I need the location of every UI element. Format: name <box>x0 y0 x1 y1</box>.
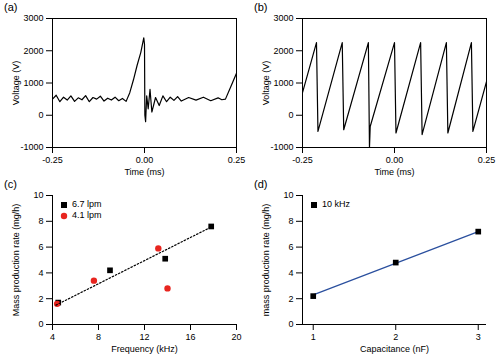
svg-text:4: 4 <box>50 332 55 342</box>
svg-text:10: 10 <box>33 190 43 200</box>
svg-text:0: 0 <box>288 319 293 329</box>
svg-text:Voltage (V): Voltage (V) <box>261 61 271 106</box>
html-text:(c): (c) <box>4 178 17 190</box>
svg-text:0.25: 0.25 <box>478 155 496 165</box>
svg-text:2000: 2000 <box>23 46 43 56</box>
svg-text:12: 12 <box>139 332 149 342</box>
svg-text:2: 2 <box>288 294 293 304</box>
svg-text:10: 10 <box>283 190 293 200</box>
svg-text:0.00: 0.00 <box>386 155 404 165</box>
svg-text:0.25: 0.25 <box>228 155 246 165</box>
svg-text:0: 0 <box>38 319 43 329</box>
svg-text:Voltage (V): Voltage (V) <box>11 61 21 106</box>
svg-text:0: 0 <box>38 110 43 120</box>
svg-text:2: 2 <box>38 294 43 304</box>
svg-text:3: 3 <box>476 332 481 342</box>
svg-text:Mass production rate (mg/h): Mass production rate (mg/h) <box>11 204 21 317</box>
svg-text:4: 4 <box>288 268 293 278</box>
svg-text:Frequency (kHz): Frequency (kHz) <box>111 344 178 354</box>
svg-text:2: 2 <box>393 332 398 342</box>
svg-text:0: 0 <box>288 110 293 120</box>
svg-text:-0.25: -0.25 <box>42 155 63 165</box>
svg-text:-1000: -1000 <box>270 142 293 152</box>
svg-text:8: 8 <box>38 216 43 226</box>
svg-text:-0.25: -0.25 <box>292 155 313 165</box>
svg-text:1000: 1000 <box>273 78 293 88</box>
svg-text:16: 16 <box>185 332 195 342</box>
html-text:6.7 lpm: 6.7 lpm <box>72 199 102 209</box>
svg-text:8: 8 <box>288 216 293 226</box>
svg-text:3000: 3000 <box>23 13 43 23</box>
html-text:10 kHz: 10 kHz <box>322 199 350 209</box>
svg-text:mass production rate (mg/h): mass production rate (mg/h) <box>261 204 271 317</box>
svg-text:6: 6 <box>38 242 43 252</box>
html-text:(b): (b) <box>254 1 268 13</box>
svg-text:20: 20 <box>231 332 241 342</box>
svg-text:8: 8 <box>96 332 101 342</box>
svg-text:2000: 2000 <box>273 46 293 56</box>
svg-text:Capacitance (nF): Capacitance (nF) <box>360 344 429 354</box>
html-text:(d): (d) <box>254 178 268 190</box>
html-text:4.1 lpm: 4.1 lpm <box>72 210 102 220</box>
svg-text:Time (ms): Time (ms) <box>124 167 164 177</box>
svg-text:Time (ms): Time (ms) <box>374 167 414 177</box>
svg-text:1000: 1000 <box>23 78 43 88</box>
svg-text:3000: 3000 <box>273 13 293 23</box>
svg-text:0.00: 0.00 <box>136 155 154 165</box>
svg-text:-1000: -1000 <box>20 142 43 152</box>
html-text:(a): (a) <box>4 1 18 13</box>
svg-text:6: 6 <box>288 242 293 252</box>
svg-text:4: 4 <box>38 268 43 278</box>
svg-text:1: 1 <box>311 332 316 342</box>
